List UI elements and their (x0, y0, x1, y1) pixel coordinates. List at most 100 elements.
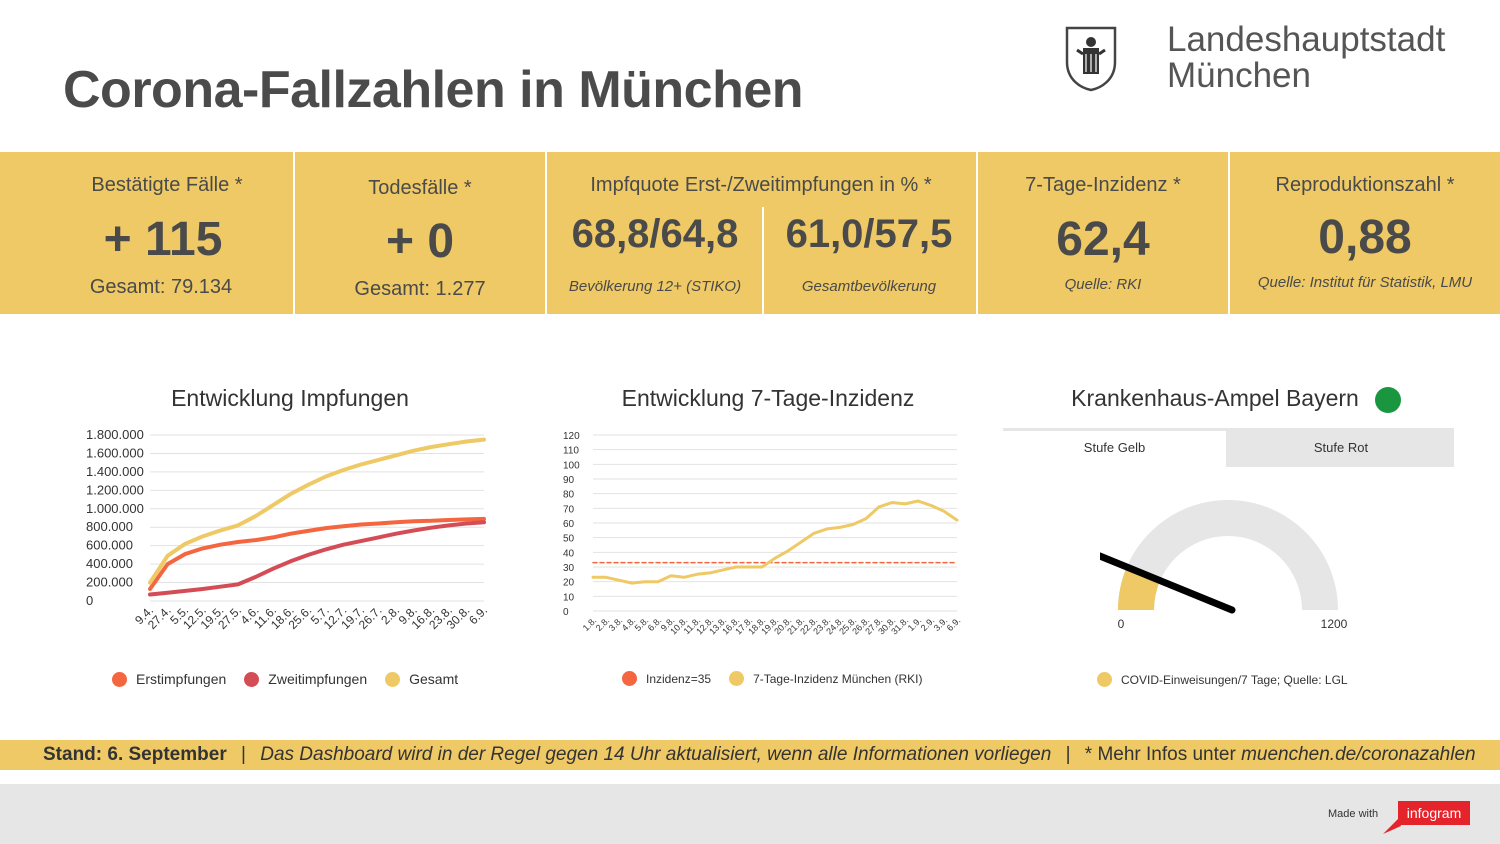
tab-stufe-gelb[interactable]: Stufe Gelb (1003, 428, 1226, 467)
y-tick-label: 1.600.000 (86, 445, 144, 460)
kpi-source: Quelle: Institut für Statistik, LMU (1257, 274, 1473, 291)
x-tick-label: 6.9. (466, 603, 490, 627)
legend-item-gesamt[interactable]: Gesamt (385, 671, 458, 687)
incidence-line-chart: 01020304050607080901001101201.8.2.8.3.8.… (563, 431, 963, 637)
legend-label: Gesamt (409, 671, 459, 687)
logo-line-2: München (1167, 56, 1311, 95)
legend-item-erstimpfungen[interactable]: Erstimpfungen (112, 671, 226, 687)
legend-dot-icon (729, 671, 745, 686)
kpi-value: 0,88 (1318, 211, 1412, 264)
page-title: Corona-Fallzahlen in München (63, 61, 804, 119)
kpi-label: Reproduktionszahl * (1275, 174, 1455, 196)
gauge-min-label: 0 (1118, 617, 1125, 631)
kpi-sub: Gesamt: 79.134 (89, 276, 233, 298)
vaccination-chart-title: Entwicklung Impfungen (171, 385, 409, 411)
footer-stand-date: Stand: 6. September (43, 744, 227, 765)
y-tick-label: 800.000 (86, 519, 133, 534)
y-tick-label: 200.000 (86, 575, 133, 590)
legend-dot-icon (622, 671, 637, 686)
y-tick-label: 40 (563, 548, 575, 559)
kpi-value: + 115 (103, 213, 223, 266)
y-tick-label: 100 (563, 460, 580, 471)
x-tick-label: 6.9. (945, 615, 963, 633)
kpi-deaths: Todesfälle * + 0 Gesamt: 1.277 (295, 152, 545, 314)
y-tick-label: 1.200.000 (86, 482, 144, 497)
y-tick-label: 0 (86, 593, 93, 608)
y-tick-label: 0 (563, 607, 569, 618)
legend-label: 7-Tage-Inzidenz München (RKI) (753, 671, 923, 686)
kpi-source-total: Gesamtbevölkerung (801, 278, 937, 295)
footer-more-info-prefix: * Mehr Infos unter (1084, 744, 1242, 765)
y-tick-label: 60 (563, 519, 575, 530)
status-green-dot-icon (1375, 387, 1401, 413)
incidence-chart-legend: Inzidenz=35 7-Tage-Inzidenz München (RKI… (622, 671, 940, 686)
y-tick-label: 120 (563, 431, 580, 442)
legend-item-covid-einweisungen: COVID-Einweisungen/7 Tage; Quelle: LGL (1097, 672, 1348, 687)
y-tick-label: 1.000.000 (86, 501, 144, 516)
legend-label: Erstimpfungen (136, 671, 227, 687)
kpi-divider (976, 152, 978, 314)
legend-label: COVID-Einweisungen/7 Tage; Quelle: LGL (1121, 672, 1348, 687)
y-tick-label: 600.000 (86, 538, 133, 553)
tab-stufe-rot[interactable]: Stufe Rot (1313, 440, 1369, 455)
munich-coat-of-arms-logo (1065, 26, 1117, 92)
made-with-label: Made with (1328, 808, 1379, 820)
y-tick-label: 70 (563, 504, 575, 515)
kpi-label: Impfquote Erst-/Zweitimpfungen in % * (590, 174, 932, 196)
y-tick-label: 400.000 (86, 556, 133, 571)
kpi-divider (545, 152, 547, 314)
logo-line-1: Landeshauptstadt (1167, 20, 1446, 59)
kpi-value-12plus: 68,8/64,8 (571, 212, 739, 256)
kpi-incidence: 7-Tage-Inzidenz * 62,4 Quelle: RKI (978, 152, 1228, 314)
y-tick-label: 50 (563, 534, 575, 545)
gauge-needle (1100, 552, 1236, 614)
kpi-band (0, 152, 1500, 314)
kpi-vaccination-rate: Impfquote Erst-/Zweitimpfungen in % * 68… (547, 152, 975, 314)
gauge-tab-bar: Stufe Gelb Stufe Rot (1003, 428, 1454, 467)
kpi-source-12plus: Bevölkerung 12+ (STIKO) (568, 278, 742, 295)
gauge-legend: COVID-Einweisungen/7 Tage; Quelle: LGL (1097, 672, 1366, 687)
legend-label: Inzidenz=35 (646, 671, 712, 686)
hospital-gauge: 0 1200 (1100, 500, 1348, 631)
incidence-chart-title: Entwicklung 7-Tage-Inzidenz (621, 385, 915, 411)
series-line-1 (148, 520, 486, 597)
kpi-label: Bestätigte Fälle * (91, 174, 243, 196)
infogram-flag-icon (1383, 818, 1401, 834)
legend-item-7-tage-inzidenz[interactable]: 7-Tage-Inzidenz München (RKI) (729, 671, 922, 686)
y-tick-label: 10 (563, 592, 575, 603)
footer-separator: | (1065, 744, 1071, 765)
kpi-source: Quelle: RKI (1064, 276, 1142, 293)
kpi-sub: Gesamt: 1.277 (354, 278, 486, 300)
y-tick-label: 110 (563, 446, 579, 457)
gauge-track (1118, 500, 1338, 610)
kpi-inner-divider (762, 207, 764, 314)
kpi-value-total: 61,0/57,5 (785, 212, 953, 256)
gauge-max-label: 1200 (1321, 617, 1348, 631)
vaccination-line-chart: 0 200.000 400.000 600.000 800.000 1.000.000 1.… (86, 427, 490, 632)
legend-dot-icon (1097, 672, 1112, 687)
kpi-reproduction-number: Reproduktionszahl * 0,88 Quelle: Institu… (1230, 152, 1500, 314)
hospital-traffic-light-title: Krankenhaus-Ampel Bayern (1071, 385, 1359, 411)
legend-label: Zweitimpfungen (268, 671, 368, 687)
series-line-1 (591, 499, 959, 585)
kpi-divider (1228, 152, 1230, 314)
kpi-label: 7-Tage-Inzidenz * (1025, 174, 1181, 196)
infogram-logo[interactable]: infogram (1398, 801, 1470, 825)
series-line-2 (148, 437, 486, 585)
kpi-divider (293, 152, 295, 314)
series-line-0 (148, 516, 486, 591)
footer-info-band: Stand: 6. September | Das Dashboard wird… (0, 740, 1500, 770)
kpi-confirmed-cases: Bestätigte Fälle * + 115 Gesamt: 79.134 (0, 152, 294, 314)
legend-item-zweitimpfungen[interactable]: Zweitimpfungen (244, 671, 367, 687)
y-tick-label: 30 (563, 563, 575, 574)
kpi-label: Todesfälle * (368, 177, 472, 199)
y-tick-label: 1.400.000 (86, 464, 144, 479)
legend-dot-icon (112, 671, 127, 687)
footer-more-info-link[interactable]: muenchen.de/coronazahlen (1241, 744, 1476, 765)
y-tick-label: 80 (563, 490, 575, 501)
legend-item-inzidenz-35[interactable]: Inzidenz=35 (622, 671, 711, 686)
bottom-bar (0, 784, 1500, 844)
kpi-value: + 0 (385, 215, 455, 268)
legend-dot-icon (385, 671, 401, 687)
kpi-value: 62,4 (1056, 213, 1150, 266)
